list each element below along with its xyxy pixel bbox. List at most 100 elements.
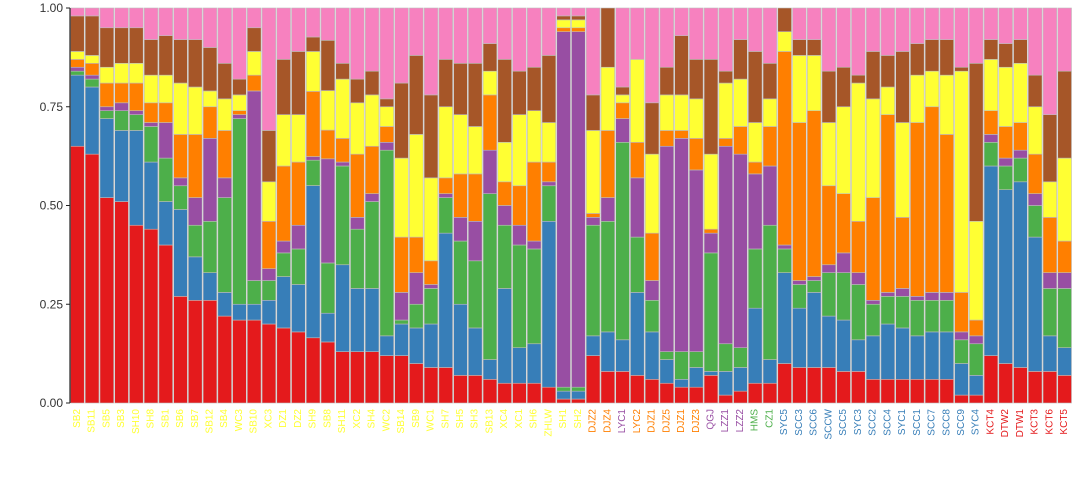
bar-segment bbox=[526, 343, 542, 384]
bar-segment bbox=[512, 7, 527, 72]
bar-segment bbox=[173, 7, 188, 40]
bar-segment bbox=[1013, 181, 1028, 368]
bar-segment bbox=[99, 66, 115, 84]
bar-segment bbox=[70, 59, 85, 68]
bar-segment bbox=[718, 371, 733, 396]
bar-segment bbox=[202, 90, 218, 108]
bar-segment bbox=[423, 260, 439, 285]
bar-segment bbox=[114, 130, 129, 202]
bar-segment bbox=[497, 7, 512, 60]
bar-group bbox=[453, 7, 468, 404]
bar-segment bbox=[394, 236, 409, 293]
bar-segment bbox=[379, 106, 394, 127]
x-tick-label: SH4 bbox=[367, 409, 378, 429]
bar-segment bbox=[998, 363, 1013, 404]
bar-segment bbox=[468, 7, 483, 64]
bar-segment bbox=[423, 323, 439, 368]
bar-segment bbox=[644, 331, 660, 380]
bar-segment bbox=[305, 159, 321, 186]
bar-segment bbox=[998, 165, 1013, 191]
bar-segment bbox=[482, 70, 498, 96]
bar-segment bbox=[954, 339, 969, 364]
bar-segment bbox=[512, 114, 527, 187]
bar-segment bbox=[379, 126, 394, 143]
bar-segment bbox=[320, 341, 336, 404]
bar-segment bbox=[718, 70, 733, 84]
bar-segment bbox=[217, 98, 232, 131]
bar-group bbox=[291, 7, 306, 404]
bar-segment bbox=[247, 319, 262, 404]
bar-group bbox=[851, 7, 866, 404]
x-tick-label: SH10 bbox=[131, 409, 142, 434]
bar-segment bbox=[571, 398, 586, 404]
bar-segment bbox=[143, 102, 159, 123]
bar-segment bbox=[129, 114, 144, 131]
bar-segment bbox=[394, 7, 409, 84]
bar-segment bbox=[615, 339, 630, 372]
bar-segment bbox=[821, 367, 837, 404]
bar-segment bbox=[276, 114, 291, 167]
bar-segment bbox=[526, 161, 542, 242]
bar-segment bbox=[84, 153, 100, 404]
bar-segment bbox=[497, 181, 512, 206]
bar-segment bbox=[969, 394, 984, 404]
bar-segment bbox=[998, 189, 1013, 364]
bar-segment bbox=[644, 378, 660, 404]
x-tick-label: SH3 bbox=[470, 409, 481, 429]
bar-segment bbox=[792, 7, 807, 40]
x-tick-label: SB3 bbox=[116, 409, 127, 428]
bar-group bbox=[880, 7, 895, 404]
bar-segment bbox=[703, 7, 719, 60]
bar-segment bbox=[615, 142, 630, 341]
bar-segment bbox=[895, 217, 910, 289]
x-tick-label: WC3 bbox=[234, 409, 245, 432]
bar-segment bbox=[188, 224, 203, 258]
bar-segment bbox=[718, 394, 733, 404]
x-tick-label: SB14 bbox=[396, 409, 407, 434]
bar-segment bbox=[969, 343, 984, 376]
bar-segment bbox=[865, 335, 881, 380]
bar-segment bbox=[423, 284, 439, 289]
x-tick-label: XC4 bbox=[499, 409, 510, 429]
bar-segment bbox=[438, 197, 453, 234]
bar-group bbox=[364, 7, 380, 404]
bar-segment bbox=[865, 378, 881, 404]
bar-segment bbox=[188, 7, 203, 40]
y-tick-label: 0.25 bbox=[40, 297, 64, 311]
bar-segment bbox=[777, 7, 792, 33]
bar-group bbox=[409, 7, 424, 404]
x-tick-label: SYC4 bbox=[971, 409, 982, 436]
bar-segment bbox=[482, 94, 498, 151]
bar-segment bbox=[291, 51, 306, 115]
bar-segment bbox=[556, 15, 571, 21]
bar-segment bbox=[261, 181, 277, 222]
bar-group bbox=[423, 7, 439, 404]
bar-segment bbox=[703, 371, 719, 376]
bar-segment bbox=[1013, 7, 1028, 40]
x-tick-label: SH5 bbox=[455, 409, 466, 429]
bar-segment bbox=[379, 7, 394, 100]
bar-segment bbox=[232, 94, 247, 112]
bar-segment bbox=[143, 7, 159, 40]
bar-segment bbox=[335, 161, 350, 167]
bar-segment bbox=[983, 142, 999, 167]
bar-segment bbox=[394, 292, 409, 321]
bar-segment bbox=[644, 232, 660, 281]
bar-group bbox=[998, 7, 1013, 404]
bar-segment bbox=[556, 386, 571, 392]
bar-segment bbox=[1027, 7, 1043, 76]
bar-segment bbox=[497, 288, 512, 384]
bar-segment bbox=[305, 7, 321, 38]
bar-segment bbox=[99, 106, 115, 112]
bar-segment bbox=[806, 7, 822, 40]
x-tick-label: SH1 bbox=[558, 409, 569, 429]
bar-segment bbox=[1042, 114, 1058, 183]
bar-segment bbox=[880, 378, 895, 404]
bar-segment bbox=[217, 62, 232, 100]
bar-segment bbox=[910, 299, 925, 337]
bar-segment bbox=[173, 185, 188, 210]
x-tick-label: SH11 bbox=[337, 409, 348, 434]
bar-segment bbox=[571, 31, 586, 388]
bar-group bbox=[143, 7, 159, 404]
bar-segment bbox=[247, 27, 262, 52]
